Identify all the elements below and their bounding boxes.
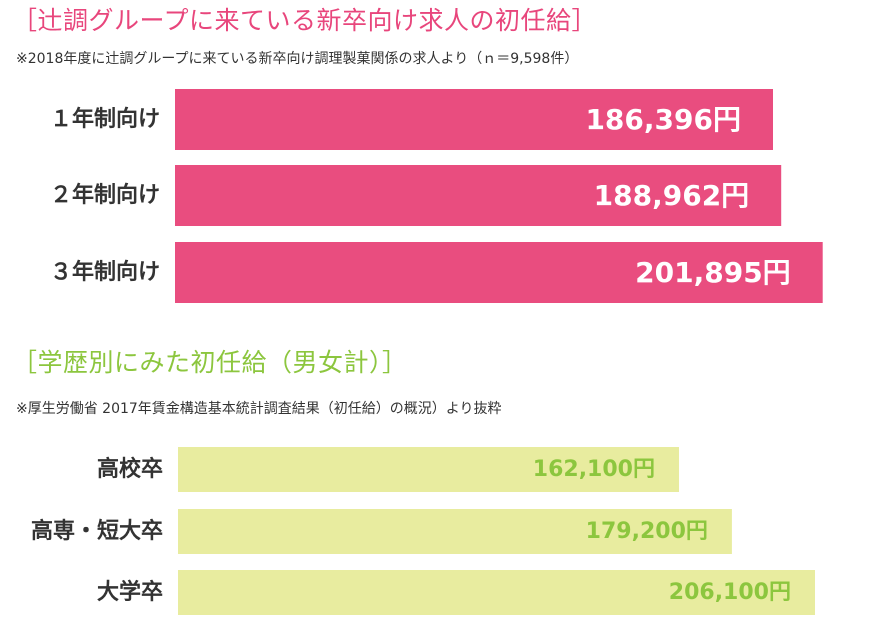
value-label-1-2: 188,962円 <box>594 179 750 212</box>
chart1-title: ［辻調グループに来ている新卒向け求人の初任給］ <box>12 6 598 35</box>
category-label-1-1: １年制向け <box>50 106 160 132</box>
bar-2-3 <box>178 570 815 615</box>
chart-1: １年制向け 186,396円 ２年制向け 188,962円 ３年制向け 201,895円 <box>50 89 823 303</box>
category-label-1-2: ２年制向け <box>50 182 160 208</box>
chart2-subtitle: ※厚生労働省 2017年賃金構造基本統計調査結果（初任給）の概況）より抜粋 <box>16 401 502 417</box>
bar-1-1 <box>175 89 773 150</box>
value-label-2-2: 179,200円 <box>586 519 708 544</box>
category-label-2-1: 高校卒 <box>97 456 163 482</box>
category-label-1-3: ３年制向け <box>50 259 160 285</box>
value-label-1-1: 186,396円 <box>585 103 741 136</box>
value-label-2-1: 162,100円 <box>533 457 655 482</box>
bar-2-2 <box>178 509 732 554</box>
chart1-subtitle: ※2018年度に辻調グループに来ている新卒向け調理製菓関係の求人より（ｎ＝9,5… <box>16 51 579 67</box>
bar-1-3 <box>175 242 823 303</box>
bar-2-1 <box>178 447 679 492</box>
category-label-2-2: 高専・短大卒 <box>31 518 163 544</box>
value-label-2-3: 206,100円 <box>669 580 791 605</box>
bar-1-2 <box>175 165 782 226</box>
category-label-2-3: 大学卒 <box>97 579 163 605</box>
value-label-1-3: 201,895円 <box>635 256 791 289</box>
chart2-title: ［学歴別にみた初任給（男女計）］ <box>12 348 408 377</box>
